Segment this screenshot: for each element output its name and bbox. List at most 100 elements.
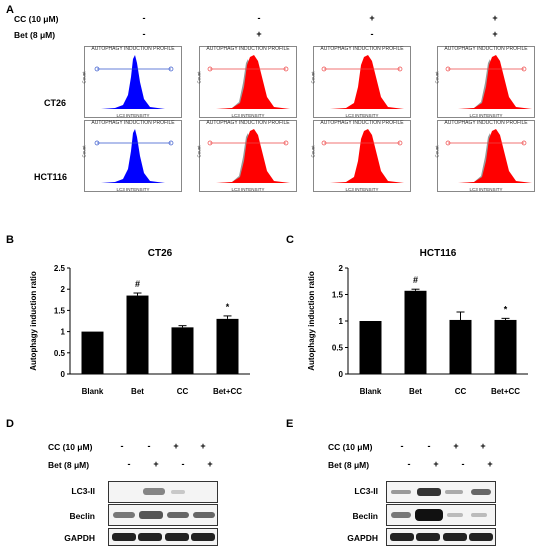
- histogram-plot: [321, 55, 404, 109]
- x-tick-label: Blank: [360, 387, 382, 396]
- bar-bet: [404, 290, 427, 374]
- histogram-plot: [94, 55, 174, 109]
- chart-title: CT26: [148, 248, 173, 259]
- histogram-gate-handle: [283, 140, 289, 146]
- cc-sign-2: -: [257, 13, 261, 23]
- bar-bet-cc: [494, 319, 517, 374]
- flow-histogram-ct26-1: AUTOPHAGY INDUCTION PROFILE Count LC3 INTE…: [82, 46, 182, 118]
- bar-cc: [449, 319, 472, 374]
- flow-row-label-ct26: CT26: [44, 98, 67, 108]
- histogram-gate-handle: [397, 66, 403, 72]
- bar-blank: [81, 331, 104, 374]
- wb-e-band-label-lc3: LC3-II: [354, 486, 378, 496]
- y-tick-label: 2: [61, 285, 66, 294]
- y-tick-label: 0: [339, 370, 344, 379]
- flow-histogram-ct26-4: AUTOPHAGY INDUCTION PROFILE Count LC3 INTE…: [435, 46, 535, 118]
- wb-e-beclin-bands: [391, 509, 487, 521]
- wb-d-bet-sign-2: +: [153, 459, 159, 469]
- wb-e-gapdh-bands: [390, 533, 493, 541]
- wb-e-blot-lc3: [386, 481, 496, 503]
- chart-title: HCT116: [420, 248, 457, 259]
- histogram-xlabel: LC3 INTENSITY: [345, 187, 379, 192]
- histogram-plot: [207, 55, 290, 109]
- histogram-gate-handle: [397, 140, 403, 146]
- cc-sign-4: +: [492, 13, 498, 23]
- flow-histogram-hct116-3: AUTOPHAGY INDUCTION PROFILE Count LC3 INTE…: [311, 120, 411, 192]
- flow-histogram-hct116-1: AUTOPHAGY INDUCTION PROFILE Count LC3 INTE…: [82, 120, 182, 192]
- wb-e-bet-sign-1: -: [407, 459, 411, 469]
- histogram-plot: [445, 129, 532, 183]
- wb-e-cc-sign-4: +: [480, 441, 486, 451]
- significance-mark: #: [135, 279, 140, 289]
- histogram-title: AUTOPHAGY INDUCTION PROFILE: [320, 120, 404, 126]
- histogram-plot: [94, 129, 174, 183]
- y-tick-label: 1: [61, 328, 66, 337]
- wb-d-cc-sign-1: -: [120, 441, 124, 451]
- histogram-gate-handle: [168, 66, 174, 72]
- panel-letter-a: A: [6, 4, 14, 16]
- bar-blank: [359, 321, 382, 374]
- histogram-title: AUTOPHAGY INDUCTION PROFILE: [206, 120, 290, 126]
- y-tick-label: 0.5: [332, 344, 344, 353]
- wb-e-bet-sign-3: -: [461, 459, 465, 469]
- histogram-peak: [458, 55, 532, 109]
- histogram-xlabel: LC3 INTENSITY: [345, 113, 379, 118]
- wb-d-blot-beclin: [108, 504, 218, 526]
- wb-e-blot-gapdh: [386, 528, 496, 546]
- flow-histogram-ct26-3: AUTOPHAGY INDUCTION PROFILE Count LC3 INTE…: [311, 46, 411, 118]
- flow-histogram-hct116-4: AUTOPHAGY INDUCTION PROFILE Count LC3 INTE…: [435, 120, 535, 192]
- flow-histogram-ct26-2: AUTOPHAGY INDUCTION PROFILE Count LC3 INTE…: [197, 46, 297, 118]
- wb-d-cc-sign-2: -: [147, 441, 151, 451]
- bet-treatment-label: Bet (8 μM): [14, 30, 56, 40]
- histogram-gate-handle: [445, 66, 451, 72]
- wb-d-cc-sign-4: +: [200, 441, 206, 451]
- bar-chart-ct26: CT26 Autophagy induction ratio 0 0.5 1 1.5 2 2.…: [29, 248, 250, 396]
- wb-e-cc-sign-1: -: [400, 441, 404, 451]
- wb-e-bet-label: Bet (8 μM): [328, 460, 370, 470]
- significance-mark: *: [504, 304, 508, 314]
- histogram-plot: [207, 129, 290, 183]
- histogram-peak: [216, 55, 290, 109]
- wb-d-bet-sign-4: +: [207, 459, 213, 469]
- x-tick-label: CC: [177, 387, 189, 396]
- bet-sign-1: -: [142, 29, 146, 39]
- x-tick-label: Bet+CC: [491, 387, 520, 396]
- wb-e-band-label-beclin: Beclin: [352, 511, 378, 521]
- histogram-gate-handle: [283, 66, 289, 72]
- histogram-gate-handle: [521, 66, 527, 72]
- histogram-title: AUTOPHAGY INDUCTION PROFILE: [206, 46, 290, 52]
- bet-sign-2: +: [256, 29, 262, 39]
- histogram-gate-handle: [207, 140, 213, 146]
- bar-cc: [171, 327, 194, 374]
- histogram-xlabel: LC3 INTENSITY: [116, 187, 150, 192]
- wb-d-bet-sign-3: -: [181, 459, 185, 469]
- wb-e-bet-sign-4: +: [487, 459, 493, 469]
- bet-sign-3: -: [370, 29, 374, 39]
- wb-d-beclin-bands: [113, 511, 215, 519]
- histogram-gate-handle: [445, 140, 451, 146]
- histogram-peak: [330, 55, 404, 109]
- wb-d-blot-lc3: [108, 481, 218, 503]
- histogram-peak: [101, 55, 165, 109]
- wb-e-blot-beclin: [386, 504, 496, 526]
- cc-sign-1: -: [142, 13, 146, 23]
- histogram-xlabel: LC3 INTENSITY: [231, 113, 265, 118]
- y-tick-label: 0.5: [54, 349, 66, 358]
- y-tick-label: 1.5: [54, 306, 66, 315]
- wb-d-band-label-lc3: LC3-II: [71, 486, 95, 496]
- wb-d-bet-sign-1: -: [127, 459, 131, 469]
- histogram-peak: [216, 129, 290, 183]
- histogram-gate-handle: [168, 140, 174, 146]
- panel-letter-e: E: [286, 418, 294, 430]
- flow-row-label-hct116: HCT116: [34, 172, 68, 182]
- histogram-xlabel: LC3 INTENSITY: [469, 113, 503, 118]
- wb-d-cc-label: CC (10 μM): [48, 442, 93, 452]
- wb-d-lc3-bands: [143, 488, 185, 495]
- significance-mark: #: [413, 275, 418, 285]
- histogram-peak: [330, 129, 404, 183]
- wb-d-band-label-beclin: Beclin: [69, 511, 95, 521]
- y-tick-label: 2: [339, 264, 344, 273]
- y-tick-label: 0: [61, 370, 66, 379]
- histogram-gate-handle: [321, 66, 327, 72]
- histogram-gate-handle: [207, 66, 213, 72]
